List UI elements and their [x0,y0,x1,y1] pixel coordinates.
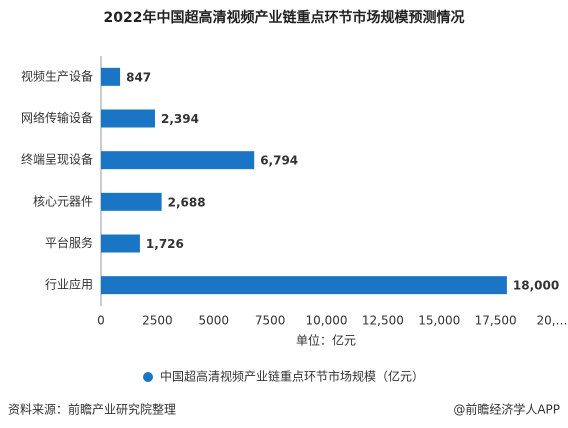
value-label: 1,726 [146,237,184,251]
y-tick-label: 核心元器件 [33,194,93,208]
value-label: 18,000 [513,279,559,293]
bar [101,234,140,253]
x-tick-label: 20,… [536,314,567,328]
y-tick-label: 平台服务 [45,235,93,250]
source: 资料来源：前瞻产业研究院整理 [8,402,176,417]
y-tick-label: 视频生产设备 [21,68,93,83]
bar [101,276,507,295]
legend-label: 中国超高清视频产业链重点环节市场规模（亿元） [160,369,424,384]
x-tick-label: 12,500 [362,314,404,328]
bar [101,67,121,86]
x-tick-label: 2500 [142,314,173,328]
x-tick-label: 10,000 [306,314,348,328]
y-tick-label: 网络传输设备 [21,110,93,125]
bar [101,151,255,170]
bar [101,109,155,128]
y-tick-label: 行业应用 [45,277,93,292]
x-axis-label: 单位：亿元 [296,333,356,348]
x-tick-label: 15,000 [418,314,460,328]
footer-right: @前瞻经济学人APP [453,402,560,417]
x-tick-label: 0 [97,314,105,328]
x-tick-label: 17,500 [475,314,517,328]
y-tick-label: 终端呈现设备 [21,152,93,167]
bar [101,192,162,211]
x-tick-label: 5000 [198,314,229,328]
value-label: 847 [126,70,151,84]
chart-title: 2022年中国超高清视频产业链重点环节市场规模预测情况 [104,9,465,26]
value-label: 2,394 [161,112,199,126]
value-label: 2,688 [168,195,206,209]
legend-swatch [143,372,153,382]
x-tick-label: 7500 [255,314,286,328]
value-label: 6,794 [260,154,298,168]
